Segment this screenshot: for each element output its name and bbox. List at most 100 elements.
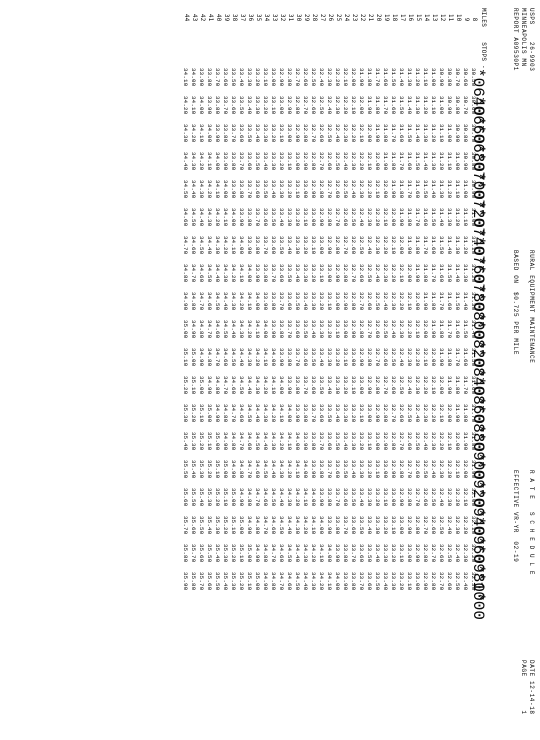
- rate-cell: 33.00: [342, 320, 348, 338]
- rate-cell: 33.70: [310, 404, 316, 422]
- rate-cell: 33.80: [350, 572, 356, 590]
- stop-value: 33: [270, 14, 276, 21]
- rate-cell: 35.00: [230, 488, 236, 506]
- rate-cell: 35.40: [198, 488, 204, 506]
- rate-cell: 32.50: [398, 376, 404, 394]
- rate-cell: 34.20: [214, 208, 220, 226]
- rate-cell: 32.50: [350, 208, 356, 226]
- rate-cell: 33.90: [302, 432, 308, 450]
- rate-cell: 34.60: [190, 236, 196, 254]
- rate-cell: 32.80: [302, 124, 308, 142]
- rate-cell: 31.30: [454, 236, 460, 254]
- rate-cell: 32.40: [462, 572, 468, 590]
- rate-cell: 32.70: [390, 404, 396, 422]
- rate-cell: 33.10: [270, 96, 276, 114]
- rate-cell: 35.30: [190, 432, 196, 450]
- stop-value: 37: [238, 14, 244, 21]
- rate-cell: 31.80: [406, 208, 412, 226]
- rate-cell: 33.40: [238, 68, 244, 86]
- rate-cell: 31.60: [414, 180, 420, 198]
- rate-cell: 32.80: [398, 460, 404, 478]
- rate-cell: 32.80: [350, 292, 356, 310]
- rate-cell: 34.50: [238, 376, 244, 394]
- rate-cell: 33.40: [294, 264, 300, 282]
- rate-cell: 33.70: [326, 460, 332, 478]
- rate-cell: 35.80: [190, 572, 196, 590]
- rate-cell: 33.80: [214, 96, 220, 114]
- rate-cell: 32.40: [438, 488, 444, 506]
- rate-cell: 32.80: [310, 152, 316, 170]
- rate-cell: 33.20: [374, 488, 380, 506]
- rate-cell: 32.60: [438, 544, 444, 562]
- rate-cell: 33.60: [278, 264, 284, 282]
- rate-cell: 33.90: [342, 572, 348, 590]
- rate-cell: 34.10: [182, 68, 188, 86]
- rate-cell: 33.20: [366, 460, 372, 478]
- rate-cell: 33.30: [254, 96, 260, 114]
- rate-cell: 30.90: [470, 180, 476, 198]
- rate-cell: 32.00: [350, 68, 356, 86]
- rate-cell: 31.90: [406, 236, 412, 254]
- rate-cell: 34.40: [190, 180, 196, 198]
- rate-cell: 32.00: [414, 292, 420, 310]
- rate-cell: 34.30: [286, 488, 292, 506]
- rate-cell: 35.00: [254, 572, 260, 590]
- rate-cell: 33.80: [230, 152, 236, 170]
- rate-cell: 33.70: [214, 68, 220, 86]
- rate-cell: 34.50: [206, 264, 212, 282]
- rate-cell: 32.70: [342, 236, 348, 254]
- rate-cell: 31.60: [438, 264, 444, 282]
- rate-cell: 33.30: [286, 208, 292, 226]
- rate-cell: 34.50: [278, 516, 284, 534]
- rate-cell: 31.50: [470, 348, 476, 366]
- rate-cell: 33.70: [294, 348, 300, 366]
- rate-cell: 34.20: [286, 460, 292, 478]
- rate-cell: 32.00: [430, 348, 436, 366]
- rate-cell: 35.10: [190, 376, 196, 394]
- rate-cell: 35.20: [198, 432, 204, 450]
- rate-cell: 32.30: [334, 96, 340, 114]
- rate-cell: 31.60: [446, 292, 452, 310]
- rate-cell: 33.50: [350, 488, 356, 506]
- rate-cell: 32.10: [438, 404, 444, 422]
- rate-cell: 34.90: [238, 488, 244, 506]
- rate-cell: 34.80: [246, 488, 252, 506]
- rate-cell: 32.80: [366, 348, 372, 366]
- rate-cell: 32.40: [342, 152, 348, 170]
- stop-value: 42: [198, 14, 204, 21]
- rate-cell: 33.00: [350, 348, 356, 366]
- rate-cell: 32.00: [358, 96, 364, 114]
- stop-value: 30: [294, 14, 300, 21]
- stop-value: 32: [278, 14, 284, 21]
- rate-cell: 32.90: [294, 124, 300, 142]
- stop-value: 26: [326, 14, 332, 21]
- rate-cell: 33.90: [254, 264, 260, 282]
- rate-cell: 32.40: [414, 404, 420, 422]
- rate-cell: 32.10: [398, 264, 404, 282]
- rate-cell: 35.60: [190, 516, 196, 534]
- rate-cell: 32.60: [350, 236, 356, 254]
- rate-cell: 33.00: [414, 572, 420, 590]
- rate-cell: 32.60: [422, 488, 428, 506]
- rate-cell: 34.50: [182, 180, 188, 198]
- rate-cell: 31.20: [430, 124, 436, 142]
- rate-cell: 32.60: [326, 152, 332, 170]
- stop-value: 43: [190, 14, 196, 21]
- rate-cell: 33.10: [374, 460, 380, 478]
- rate-cell: 34.50: [254, 432, 260, 450]
- rate-cell: 31.40: [430, 180, 436, 198]
- rate-cell: 31.40: [454, 264, 460, 282]
- rate-cell: 34.30: [238, 320, 244, 338]
- rate-cell: 34.20: [270, 404, 276, 422]
- rate-cell: 32.60: [358, 264, 364, 282]
- rate-cell: 33.20: [262, 96, 268, 114]
- rate-cell: 35.10: [238, 544, 244, 562]
- rate-cell: 32.20: [358, 152, 364, 170]
- rate-cell: 33.40: [302, 292, 308, 310]
- rate-cell: 32.20: [342, 96, 348, 114]
- rate-cell: 32.40: [366, 236, 372, 254]
- rate-cell: 31.60: [398, 124, 404, 142]
- rate-cell: 33.20: [350, 404, 356, 422]
- rate-cell: 34.00: [214, 152, 220, 170]
- rate-cell: 31.90: [358, 68, 364, 86]
